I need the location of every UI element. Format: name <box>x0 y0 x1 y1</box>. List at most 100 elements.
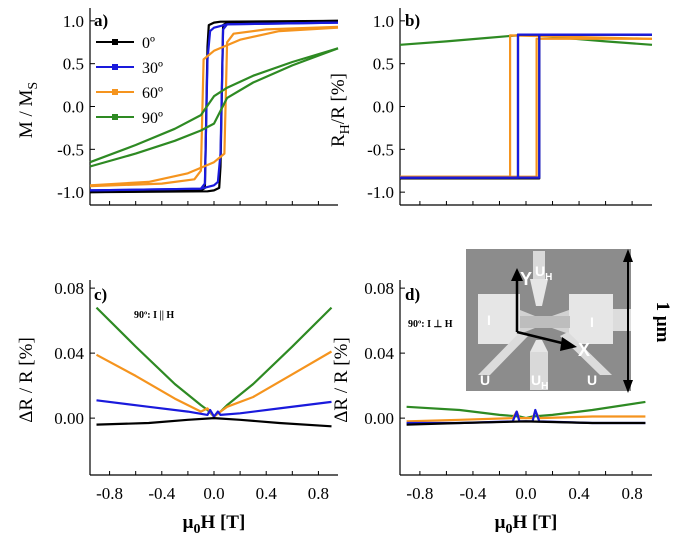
panel-a-series-90-6 <box>89 47 339 168</box>
panel-d-xlabel-main: μ <box>495 512 506 533</box>
panel-d-ytick-label: 0.00 <box>364 409 394 428</box>
panel-b-ytick-label: 0.5 <box>373 55 394 74</box>
legend-label-0: 0º <box>142 35 155 52</box>
panel-b-series-30-6 <box>400 33 652 179</box>
panel-a-ytick-label: 0.5 <box>63 55 84 74</box>
panel-d-xlabel-sub: 0 <box>505 522 512 536</box>
legend-marker-60 <box>112 89 118 95</box>
panel-a-legend: 0º 30º 60º 90º <box>96 35 163 127</box>
panel-a-series-60-4 <box>89 26 339 188</box>
panel-d-xtick-label: -0.8 <box>406 484 433 503</box>
panel-c-ylabel: ΔR / R [%] <box>16 337 37 423</box>
scale-bar-arrow-bottom <box>623 380 633 393</box>
inset-label-uh-bottom-main: U <box>531 372 541 388</box>
inset-label-uh-bottom: UH <box>531 372 548 392</box>
panel-d-xlabel-rest: H [T] <box>512 512 557 533</box>
panel-c-xtick-label: 0.0 <box>203 484 224 503</box>
inset-label-uh-top: UH <box>535 263 552 283</box>
panel-a-ytick-label: -0.5 <box>57 140 84 159</box>
panel-c-xlabel-rest: H [T] <box>200 512 245 533</box>
panel-a-ylabel-sub: S <box>26 82 41 90</box>
panel-b-ytick-label: -1.0 <box>367 183 394 202</box>
scale-bar-arrow-top <box>623 249 633 262</box>
panel-c-ytick-label: 0.00 <box>54 409 84 428</box>
inset-label-x: X <box>578 340 590 360</box>
panel-a-ytick-label: 1.0 <box>63 12 84 31</box>
legend-label-30: 30º <box>142 60 163 77</box>
panel-d-xlabel: μ0H [T] <box>495 512 558 536</box>
panel-c-ytick-label: 0.08 <box>54 279 84 298</box>
panel-b-ylabel-main: R <box>328 134 349 147</box>
panel-c-annotation: 90º: I || H <box>134 310 174 321</box>
panel-c-series-90-0 <box>95 306 333 418</box>
inset-pad-right <box>569 294 613 344</box>
panel-c-xlabel-main: μ <box>183 512 194 533</box>
panel-c-xtick-label: -0.4 <box>148 484 175 503</box>
panel-a-ticks: -1.0 -0.5 0.0 0.5 1.0 <box>57 12 319 205</box>
inset-stripe <box>520 316 570 328</box>
panel-b-series <box>399 33 653 180</box>
panel-c-series <box>95 306 333 428</box>
inset-lead-lower-left <box>478 332 528 375</box>
panel-c-xlabel-sub: 0 <box>193 522 200 536</box>
panel-b-series-0-4 <box>400 33 652 180</box>
scale-bar-label: 1 μm <box>652 302 673 343</box>
panel-a-ytick-label: -1.0 <box>57 183 84 202</box>
panel-label-b: b) <box>405 11 420 30</box>
panel-b-ticks: -1.0 -0.5 0.0 0.5 1.0 <box>367 12 633 205</box>
inset-contact-bottom-taper <box>530 340 548 352</box>
panel-b-series-60-2 <box>400 37 652 178</box>
panel-c-xtick-label: 0.8 <box>308 484 329 503</box>
panel-d-ytick-label: 0.08 <box>364 279 394 298</box>
panel-label-a: a) <box>94 11 108 30</box>
panel-d-annotation: 90º: I ⊥ H <box>408 319 453 330</box>
inset-label-u-right: U <box>587 372 597 388</box>
panel-b-series-30-5 <box>400 33 652 179</box>
panel-d-xtick-label: 0.4 <box>568 484 590 503</box>
legend-marker-90 <box>112 114 118 120</box>
legend-marker-0 <box>112 39 118 45</box>
panel-d-series-0-3 <box>406 420 646 426</box>
inset-contact-top-taper <box>530 279 548 306</box>
inset-label-y: Y <box>520 269 532 289</box>
panel-d-xtick-label: 0.8 <box>621 484 642 503</box>
panel-c-series-0-3 <box>96 417 332 428</box>
panel-b-ytick-label: 0.0 <box>373 98 394 117</box>
panel-a-series-0-1 <box>89 19 339 194</box>
panel-b-ylabel-sub: H <box>338 124 353 134</box>
panel-a-series-30-2 <box>89 21 339 192</box>
panel-c-series-30-2 <box>96 399 332 418</box>
panel-a-ylabel: M / MS <box>16 82 41 138</box>
panel-b-ylabel-rest: /R [%] <box>328 73 349 124</box>
inset-contact-top <box>533 251 545 279</box>
panel-c-ytick-label: 0.04 <box>54 344 84 363</box>
panel-c-axes <box>89 280 338 476</box>
panel-a-ytick-label: 0.0 <box>63 98 84 117</box>
panel-d-ticks: 0.00 0.04 0.08 -0.8 -0.4 0.0 0.4 0.8 <box>364 279 642 503</box>
inset-x-arrowhead <box>560 337 577 351</box>
legend-label-60: 60º <box>142 85 163 102</box>
panel-c-xlabel: μ0H [T] <box>183 512 246 536</box>
panel-b-ylabel: RH/R [%] <box>328 73 353 147</box>
panel-d-xtick-label: 0.0 <box>515 484 536 503</box>
inset-label-uh-top-main: U <box>535 263 545 279</box>
panel-a-series <box>89 19 339 194</box>
panel-b-series-60-1 <box>400 34 653 178</box>
panel-b-ytick-label: -0.5 <box>367 140 394 159</box>
panel-d-ylabel: ΔR / R [%] <box>331 337 352 423</box>
inset-lead-lower-right <box>560 332 612 375</box>
panel-d-series-60-1 <box>406 410 646 423</box>
inset-label-uh-top-sub: H <box>545 272 552 283</box>
inset-label-uh-bottom-sub: H <box>541 381 548 392</box>
panel-a-series-90-7 <box>89 47 339 164</box>
panel-label-c: c) <box>94 285 107 304</box>
inset-label-i-left: I <box>487 312 491 328</box>
inset-lead-right <box>613 309 631 331</box>
panel-a-axes <box>89 8 338 206</box>
panel-a-series-60-5 <box>89 25 339 187</box>
panel-d-ytick-label: 0.04 <box>364 344 394 363</box>
panel-a-series-0-0 <box>89 19 339 194</box>
panel-label-d: d) <box>405 285 420 304</box>
inset-label-u-left: U <box>480 372 490 388</box>
